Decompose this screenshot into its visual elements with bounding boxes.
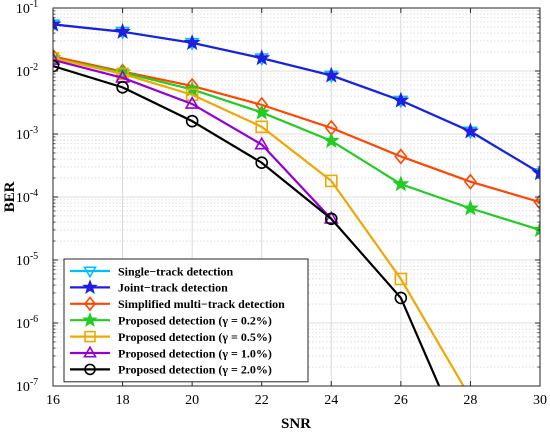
y-tick-label: 10-5 [16, 251, 38, 269]
y-tick-base: 10 [16, 254, 30, 269]
series-point [183, 33, 201, 50]
legend-item: Proposed detection (γ = 0.2%) [70, 312, 272, 328]
series-point [185, 88, 199, 102]
legend-label: Proposed detection (γ = 0.2%) [118, 314, 272, 328]
series-point [392, 91, 410, 108]
y-tick-label: 10-7 [16, 377, 38, 395]
series-1 [53, 15, 540, 181]
x-tick-label: 22 [255, 393, 269, 408]
y-tick-exponent: -4 [30, 188, 38, 199]
legend-marker [83, 266, 97, 279]
x-tick-label: 26 [394, 393, 408, 408]
legend-marker [82, 312, 98, 327]
series-point [462, 122, 479, 139]
legend-label: Proposed detection (γ = 2.0%) [118, 363, 272, 377]
series-point [53, 51, 61, 65]
series-point [322, 66, 340, 83]
legend-item: Simplified multi−track detection [70, 296, 285, 312]
y-tick-exponent: -3 [30, 125, 38, 136]
legend-item: Joint−track detection [70, 279, 228, 295]
legend-label: Proposed detection (γ = 1.0%) [118, 346, 272, 360]
series-point [255, 156, 269, 170]
x-tick-label: 24 [324, 393, 338, 408]
legend-item: Proposed detection (γ = 1.0%) [70, 345, 272, 360]
y-tick-label: 10-2 [16, 62, 38, 80]
series-point [53, 59, 60, 73]
legend-marker [83, 345, 97, 358]
series-line [53, 64, 441, 386]
legend-marker [82, 279, 98, 295]
x-tick-label: 28 [463, 393, 477, 408]
series-point [254, 136, 270, 150]
y-tick-label: 10-6 [16, 314, 38, 332]
y-tick-exponent: -1 [30, 0, 38, 10]
series-line [53, 55, 540, 204]
y-tick-base: 10 [16, 65, 30, 80]
legend-label: Proposed detection (γ = 0.5%) [118, 330, 272, 344]
series-6 [53, 59, 441, 386]
series-point [531, 164, 540, 181]
x-tick-label: 16 [46, 393, 60, 408]
series-line [53, 57, 540, 231]
y-tick-label: 10-3 [16, 125, 38, 143]
series-point [324, 212, 338, 226]
series-point [114, 22, 131, 39]
series-point [53, 48, 60, 65]
y-tick-label: 10-4 [16, 188, 38, 206]
series-point [394, 272, 408, 286]
y-tick-exponent: -2 [30, 62, 38, 73]
x-tick-label: 30 [533, 393, 547, 408]
series-point [322, 131, 340, 148]
legend-label: Joint−track detection [118, 281, 228, 295]
legend-label: Simplified multi−track detection [118, 297, 285, 311]
y-tick-exponent: -6 [30, 314, 38, 325]
series-point [533, 193, 540, 211]
data-series [53, 15, 540, 386]
x-tick-label: 18 [116, 393, 130, 408]
legend-item: Proposed detection (γ = 2.0%) [70, 363, 272, 377]
series-point [116, 81, 129, 94]
series-point [394, 291, 408, 305]
x-axis-title: SNR [281, 416, 311, 432]
y-axis-title: BER [2, 181, 18, 212]
series-point [394, 148, 408, 165]
series-point [53, 51, 60, 65]
series-point [462, 199, 479, 216]
x-tick-label: 20 [185, 393, 199, 408]
legend-item: Single−track detection [70, 264, 233, 279]
series-point [463, 173, 477, 190]
series-point [392, 175, 410, 192]
y-tick-label: 10-1 [16, 0, 38, 17]
series-line [53, 58, 333, 220]
series-line [53, 57, 465, 386]
series-point [184, 96, 200, 109]
axis-ticks: 16 18 20 22 24 26 28 3010-110-210-310-410-510-6… [16, 0, 547, 408]
series-point [116, 67, 129, 81]
series-point [253, 49, 271, 66]
y-tick-base: 10 [16, 317, 30, 332]
series-point [531, 221, 540, 238]
legend-item: Proposed detection (γ = 0.5%) [70, 330, 272, 344]
y-tick-exponent: -5 [30, 251, 38, 262]
legend-label: Single−track detection [118, 264, 233, 278]
y-tick-base: 10 [16, 2, 30, 17]
series-4 [53, 51, 465, 386]
y-tick-base: 10 [16, 128, 30, 143]
series-point [255, 120, 269, 134]
legend: Single−track detection Joint−track detect… [63, 258, 309, 383]
y-tick-exponent: -7 [30, 377, 38, 388]
y-tick-base: 10 [16, 191, 30, 206]
y-tick-base: 10 [16, 380, 30, 395]
series-point [185, 114, 199, 128]
legend-marker [84, 363, 96, 376]
series-point [324, 174, 338, 188]
legend-marker [84, 330, 96, 343]
legend-marker [83, 296, 97, 312]
series-line [53, 23, 540, 174]
series-point [253, 103, 271, 120]
